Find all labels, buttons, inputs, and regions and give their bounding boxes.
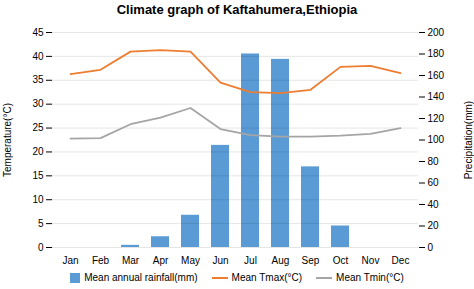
html-text:Mean Tmin(°C): Mean Tmin(°C) [336, 272, 404, 283]
svg-text:20: 20 [32, 146, 44, 157]
html-text:Mean Tmax(°C): Mean Tmax(°C) [231, 272, 303, 283]
svg-text:Oct: Oct [333, 255, 349, 266]
svg-text:Jun: Jun [212, 255, 228, 266]
svg-text:Sep: Sep [302, 255, 320, 266]
svg-text:160: 160 [428, 70, 445, 81]
svg-text:0: 0 [428, 242, 434, 253]
svg-text:140: 140 [428, 91, 445, 102]
svg-text:60: 60 [428, 177, 440, 188]
html-text:Mean annual rainfall(mm): Mean annual rainfall(mm) [84, 272, 198, 283]
svg-text:100: 100 [428, 134, 445, 145]
svg-text:Dec: Dec [392, 255, 410, 266]
svg-text:Nov: Nov [362, 255, 380, 266]
svg-text:Jul: Jul [244, 255, 257, 266]
svg-text:Feb: Feb [92, 255, 110, 266]
svg-text:Jan: Jan [62, 255, 78, 266]
svg-text:80: 80 [428, 156, 440, 167]
svg-text:200: 200 [428, 27, 445, 38]
svg-text:20: 20 [428, 220, 440, 231]
svg-text:Mar: Mar [122, 255, 140, 266]
svg-text:5: 5 [38, 218, 44, 229]
svg-text:180: 180 [428, 48, 445, 59]
svg-text:35: 35 [32, 74, 44, 85]
svg-text:Temperature(°C): Temperature(°C) [2, 103, 13, 177]
svg-text:15: 15 [32, 170, 44, 181]
svg-text:25: 25 [32, 122, 44, 133]
svg-text:45: 45 [32, 27, 44, 38]
svg-text:40: 40 [428, 199, 440, 210]
html-text:Climate graph of Kaftahumera,E: Climate graph of Kaftahumera,Ethiopia [116, 2, 358, 17]
svg-text:Precipitation(mm): Precipitation(mm) [463, 101, 474, 179]
svg-text:10: 10 [32, 194, 44, 205]
svg-text:120: 120 [428, 113, 445, 124]
svg-text:May: May [181, 255, 200, 266]
svg-text:Aug: Aug [272, 255, 290, 266]
svg-text:30: 30 [32, 98, 44, 109]
svg-text:0: 0 [38, 242, 44, 253]
svg-text:Apr: Apr [153, 255, 169, 266]
svg-text:40: 40 [32, 51, 44, 62]
